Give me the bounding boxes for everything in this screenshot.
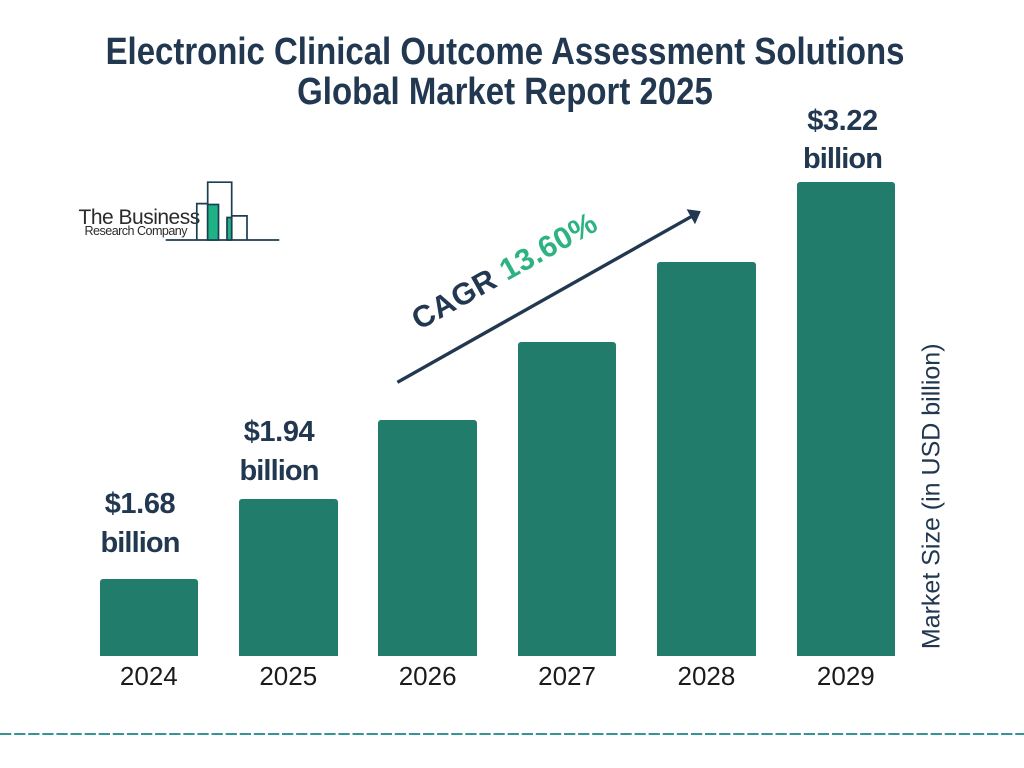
svg-text:CAGR 13.60%: CAGR 13.60% bbox=[406, 206, 603, 337]
svg-text:Research Company: Research Company bbox=[85, 224, 189, 238]
svg-text:The Business: The Business bbox=[79, 206, 200, 229]
svg-text:Market Size (in USD billion): Market Size (in USD billion) bbox=[917, 343, 945, 649]
